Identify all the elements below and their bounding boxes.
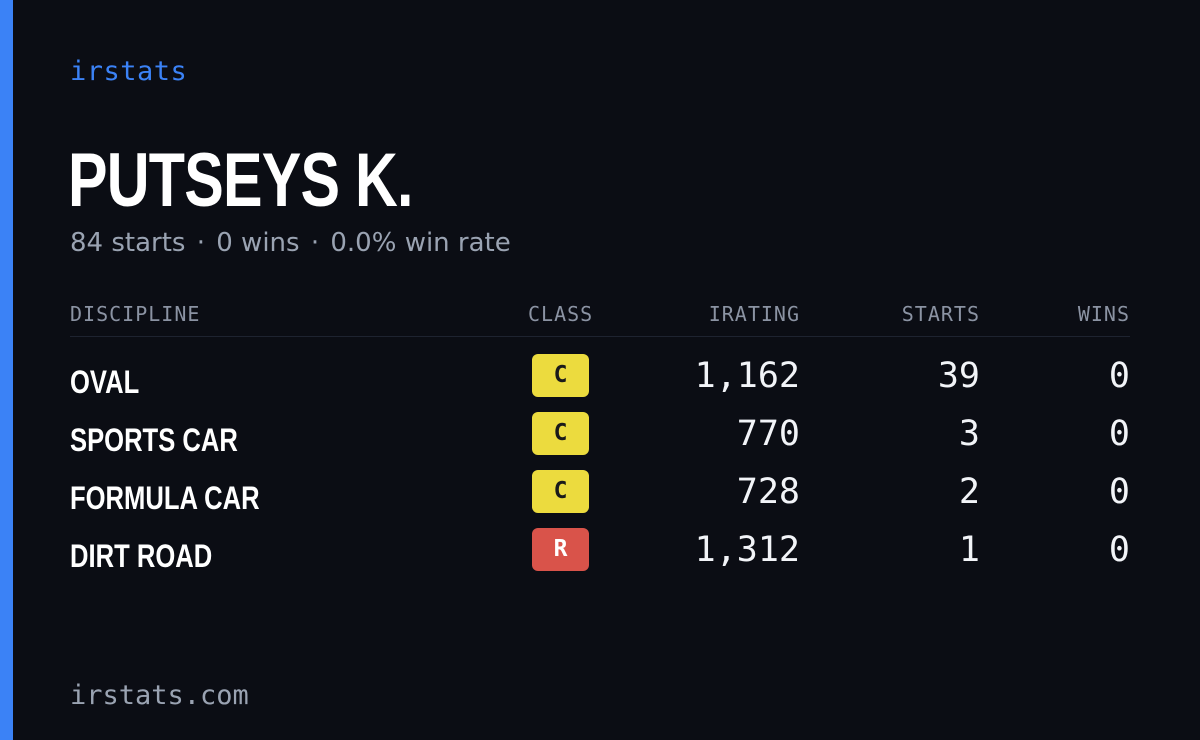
- starts-value: 2: [958, 472, 980, 512]
- header-starts: STARTS: [901, 302, 980, 326]
- summary-wins: 0 wins: [216, 228, 300, 258]
- wins-value: 0: [1108, 530, 1130, 570]
- summary-separator: ·: [196, 228, 205, 258]
- table-header: DISCIPLINE CLASS IRATING STARTS WINS: [70, 298, 1130, 337]
- driver-name: PUTSEYS K.: [68, 138, 413, 223]
- starts-value: 3: [958, 414, 980, 454]
- header-discipline: DISCIPLINE: [70, 302, 201, 326]
- header-wins: WINS: [1077, 302, 1130, 326]
- irating-value: 728: [736, 472, 800, 512]
- table-row: DIRT ROAD R 1,312 1 0: [70, 528, 1130, 586]
- accent-bar: [0, 0, 13, 740]
- class-badge: C: [532, 470, 589, 513]
- discipline-name: SPORTS CAR: [70, 422, 238, 458]
- wins-value: 0: [1108, 356, 1130, 396]
- discipline-name: FORMULA CAR: [70, 480, 260, 516]
- table-row: FORMULA CAR C 728 2 0: [70, 470, 1130, 528]
- starts-value: 1: [958, 530, 980, 570]
- class-badge: C: [532, 354, 589, 397]
- wins-value: 0: [1108, 414, 1130, 454]
- class-badge: C: [532, 412, 589, 455]
- class-badge: R: [532, 528, 589, 571]
- summary-win-rate: 0.0% win rate: [330, 228, 511, 258]
- driver-summary: 84 starts · 0 wins · 0.0% win rate: [70, 228, 511, 258]
- starts-value: 39: [937, 356, 980, 396]
- summary-separator: ·: [310, 228, 320, 258]
- table-row: SPORTS CAR C 770 3 0: [70, 412, 1130, 470]
- header-irating: IRATING: [708, 302, 800, 326]
- discipline-name: OVAL: [70, 364, 140, 400]
- brand-logo-text: irstats: [70, 56, 188, 87]
- header-class: CLASS: [528, 302, 594, 326]
- irating-value: 1,162: [694, 356, 800, 396]
- irating-value: 1,312: [694, 530, 800, 570]
- footer-url: irstats.com: [70, 680, 249, 711]
- irating-value: 770: [736, 414, 800, 454]
- summary-starts: 84 starts: [70, 228, 186, 258]
- table-body: OVAL C 1,162 39 0 SPORTS CAR C 770 3 0 F…: [70, 337, 1130, 586]
- discipline-stats-table: DISCIPLINE CLASS IRATING STARTS WINS OVA…: [70, 298, 1130, 586]
- table-row: OVAL C 1,162 39 0: [70, 354, 1130, 412]
- wins-value: 0: [1108, 472, 1130, 512]
- discipline-name: DIRT ROAD: [70, 538, 213, 574]
